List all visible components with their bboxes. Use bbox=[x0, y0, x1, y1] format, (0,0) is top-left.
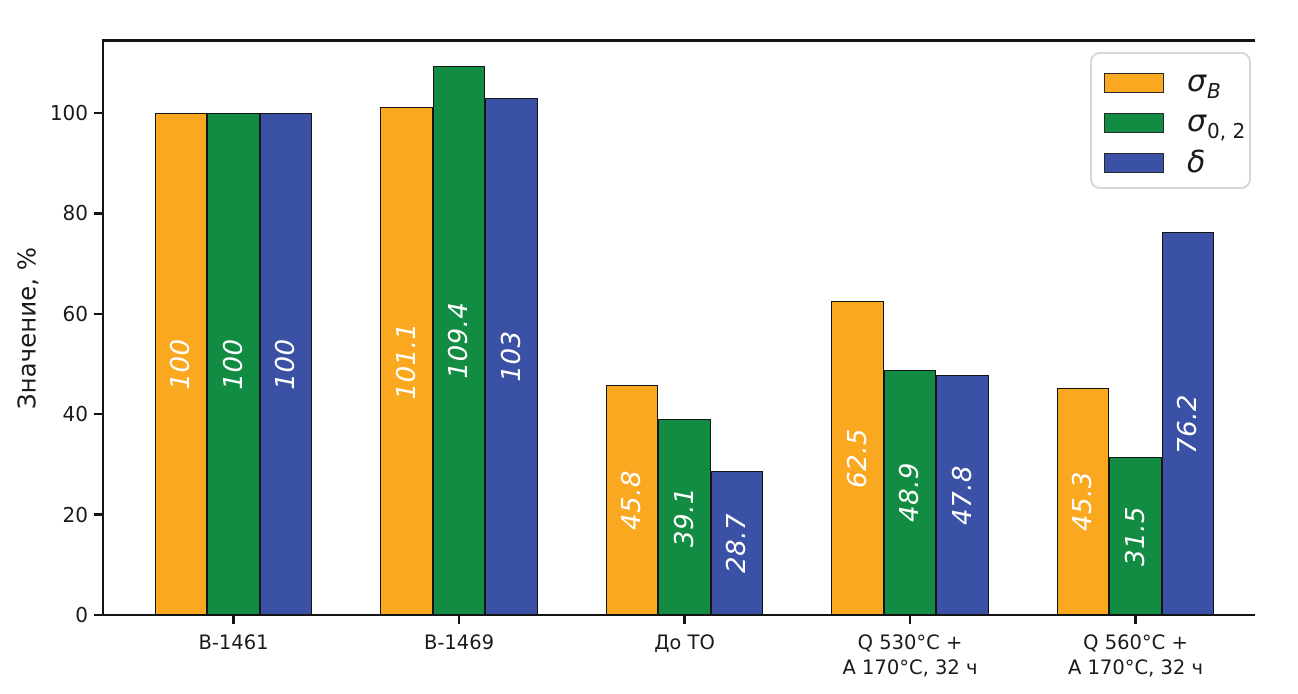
axis-spine-top bbox=[102, 39, 1255, 42]
bar-sigma-B: 100 bbox=[154, 113, 208, 615]
bar-value-label: 47.8 bbox=[947, 465, 978, 525]
x-tick-label-line: Q 530°C + bbox=[857, 631, 963, 654]
x-tick-mark bbox=[1134, 616, 1137, 624]
y-tick-mark bbox=[94, 212, 102, 215]
legend-symbol: δ bbox=[1187, 145, 1206, 180]
bar-value-label: 100 bbox=[271, 338, 301, 390]
bar-sigma-0-2: 39.1 bbox=[658, 418, 711, 615]
bar-sigma-0-2: 48.9 bbox=[883, 369, 937, 615]
x-tick-label-line: А 170°C, 32 ч bbox=[1067, 655, 1204, 679]
bar-value-label: 28.7 bbox=[722, 513, 752, 573]
x-tick-label-line: Q 560°C + bbox=[1083, 631, 1188, 654]
bar-value-label: 45.3 bbox=[1068, 471, 1098, 532]
bar-sigma-0-2: 100 bbox=[207, 113, 260, 615]
x-tick-label: В-1469 bbox=[334, 631, 584, 656]
legend-swatch bbox=[1104, 153, 1164, 173]
x-tick-label: В-1461 bbox=[109, 631, 359, 656]
bar-sigma-0-2: 31.5 bbox=[1109, 456, 1162, 615]
y-tick-mark bbox=[94, 312, 102, 316]
bar-sigma-B: 45.8 bbox=[605, 385, 659, 615]
x-tick-mark bbox=[908, 616, 912, 624]
bar-value-label: 76.2 bbox=[1173, 393, 1203, 454]
legend-swatch bbox=[1104, 73, 1164, 93]
y-tick-mark bbox=[94, 513, 102, 516]
y-tick-label: 100 bbox=[49, 101, 88, 125]
legend-item-sigma-B: σB bbox=[1104, 63, 1249, 103]
x-tick-label: Q 560°C + А 170°C, 32 ч bbox=[1011, 631, 1261, 680]
y-tick-label: 80 bbox=[62, 201, 88, 226]
legend-item-delta: δ bbox=[1104, 143, 1249, 183]
y-tick-label: 60 bbox=[62, 301, 88, 326]
x-tick-label-line: До ТО bbox=[654, 631, 715, 654]
y-tick-mark bbox=[94, 111, 102, 115]
bar-delta: 28.7 bbox=[710, 470, 764, 615]
legend-subscript: B bbox=[1207, 79, 1221, 103]
bar-value-label: 62.5 bbox=[842, 428, 873, 489]
x-tick-label: До ТО bbox=[560, 631, 810, 656]
x-tick-label-line: В-1461 bbox=[198, 631, 269, 654]
bar-value-label: 45.8 bbox=[617, 470, 647, 530]
bar-value-label: 39.1 bbox=[669, 486, 700, 547]
y-tick-label: 40 bbox=[62, 402, 88, 427]
bar-value-label: 109.4 bbox=[444, 301, 474, 379]
bar-delta: 103 bbox=[485, 97, 538, 615]
x-tick-mark bbox=[683, 616, 686, 624]
y-tick-mark bbox=[94, 412, 102, 416]
bar-sigma-B: 101.1 bbox=[380, 107, 433, 615]
x-tick-mark bbox=[457, 616, 461, 624]
y-tick-label: 20 bbox=[62, 502, 88, 527]
x-tick-label: Q 530°C + А 170°C, 32 ч bbox=[785, 631, 1035, 680]
bar-delta: 100 bbox=[259, 113, 313, 615]
bar-value-label: 103 bbox=[496, 330, 527, 383]
bar-value-label: 101.1 bbox=[391, 322, 422, 400]
bar-sigma-B: 62.5 bbox=[831, 301, 884, 615]
x-tick-label-line: В-1469 bbox=[423, 631, 495, 654]
legend-swatch bbox=[1104, 113, 1164, 133]
plot-area: 100 100 100 101.1 109.4 103 45.8 39.1 28.7 62.5 48… bbox=[103, 40, 1254, 615]
x-tick-mark bbox=[232, 616, 235, 624]
axis-spine-left bbox=[101, 39, 104, 616]
legend-label: σB bbox=[1187, 64, 1221, 104]
y-tick-mark bbox=[94, 613, 102, 617]
bar-sigma-B: 45.3 bbox=[1056, 387, 1110, 615]
legend-label: δ bbox=[1187, 148, 1205, 178]
bar-value-label: 100 bbox=[218, 338, 249, 390]
bar-value-label: 100 bbox=[166, 338, 196, 390]
legend-item-sigma-0-2: σ0, 2 bbox=[1104, 103, 1249, 143]
legend-subscript: 0, 2 bbox=[1207, 119, 1246, 143]
legend-symbol: σ bbox=[1187, 104, 1207, 139]
y-axis-title: Значение, % bbox=[12, 246, 42, 410]
legend-symbol: σ bbox=[1187, 64, 1207, 99]
bar-delta: 47.8 bbox=[936, 375, 989, 615]
bar-delta: 76.2 bbox=[1161, 232, 1215, 615]
bar-sigma-0-2: 109.4 bbox=[432, 65, 486, 615]
bar-value-label: 48.9 bbox=[895, 462, 925, 523]
x-tick-label-line: А 170°C, 32 ч bbox=[842, 655, 978, 679]
legend-label: σ0, 2 bbox=[1187, 104, 1245, 144]
y-tick-label: 0 bbox=[75, 603, 88, 627]
bar-value-label: 31.5 bbox=[1120, 505, 1151, 566]
